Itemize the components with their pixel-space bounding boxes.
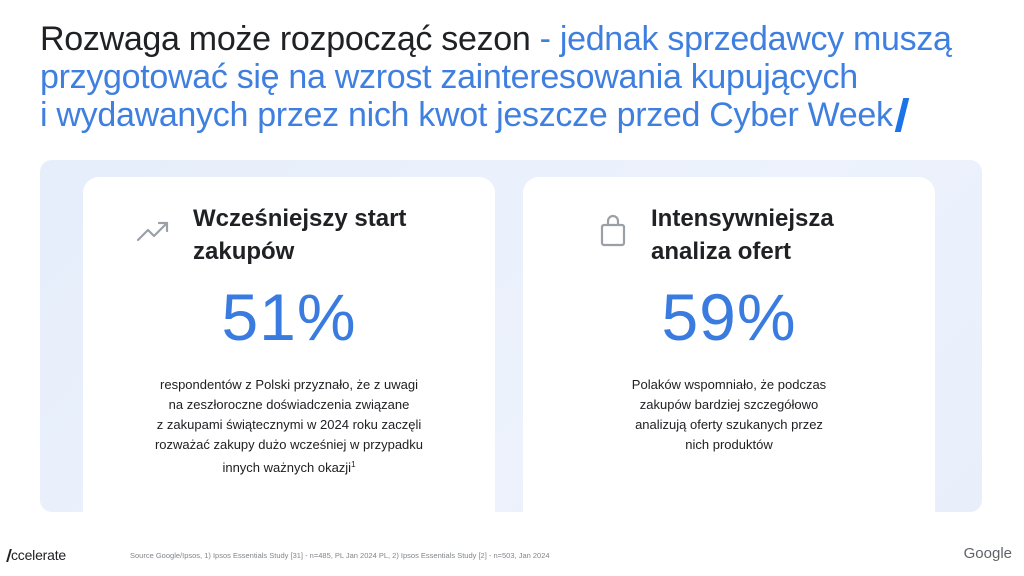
source-footnote: Source Google/Ipsos, 1) Ipsos Essentials…: [130, 551, 550, 560]
stat-card-offer-analysis: Intensywniejsza analiza ofert 59% Polakó…: [523, 177, 935, 512]
headline-blue-text-3: i wydawanych przez nich kwot jeszcze prz…: [40, 96, 893, 134]
stat-value: 59%: [661, 280, 797, 354]
card-title: Wcześniejszy start zakupów: [193, 205, 407, 265]
footnote-marker: 1: [351, 460, 356, 469]
shopping-bag-icon: [600, 214, 626, 247]
headline-blue-text-1: - jednak sprzedawcy muszą: [530, 20, 952, 58]
accelerate-logo: ccelerate: [6, 547, 66, 563]
stat-description: Polaków wspomniało, że podczas zakupów b…: [631, 377, 827, 452]
headline-blue-text-2: przygotować się na wzrost zainteresowani…: [40, 58, 858, 96]
headline-dark-text: Rozwaga może rozpocząć sezon: [40, 20, 531, 58]
trending-up-icon: [136, 221, 169, 242]
stat-value: 51%: [221, 280, 357, 354]
google-logo: Google: [963, 545, 1012, 562]
stat-card-early-start: Wcześniejszy start zakupów 51% responden…: [83, 177, 495, 512]
headline-accent-slash: [894, 98, 909, 132]
card-title: Intensywniejsza analiza ofert: [651, 205, 834, 265]
slide-headline: Rozwaga może rozpocząć sezon - jednak sp…: [40, 20, 1000, 134]
stat-description: respondentów z Polski przyznało, że z uw…: [154, 377, 424, 475]
